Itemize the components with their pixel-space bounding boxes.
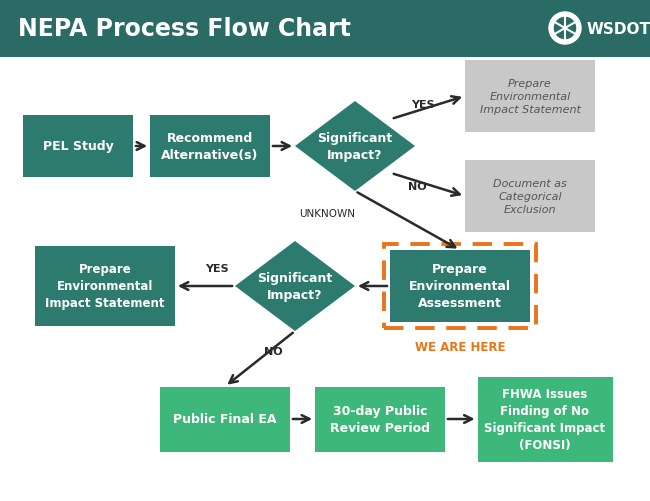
FancyBboxPatch shape [150, 116, 270, 178]
FancyBboxPatch shape [160, 387, 290, 451]
FancyBboxPatch shape [465, 61, 595, 133]
Text: Significant
Impact?: Significant Impact? [257, 272, 333, 302]
Text: NO: NO [408, 182, 426, 191]
Text: NEPA Process Flow Chart: NEPA Process Flow Chart [18, 17, 351, 41]
Polygon shape [235, 241, 355, 331]
Text: Document as
Categorical
Exclusion: Document as Categorical Exclusion [493, 178, 567, 215]
Text: Prepare
Environmental
Impact Statement: Prepare Environmental Impact Statement [46, 263, 164, 310]
FancyBboxPatch shape [0, 0, 650, 58]
Text: NO: NO [264, 346, 282, 356]
Text: Significant
Impact?: Significant Impact? [317, 132, 393, 162]
Text: YES: YES [205, 264, 229, 274]
FancyBboxPatch shape [35, 246, 175, 326]
FancyBboxPatch shape [315, 387, 445, 451]
Circle shape [549, 13, 581, 45]
Circle shape [552, 16, 578, 42]
Polygon shape [295, 102, 415, 191]
FancyBboxPatch shape [390, 250, 530, 322]
Text: WSDOT: WSDOT [587, 22, 650, 37]
FancyBboxPatch shape [478, 377, 612, 461]
Text: Recommend
Alternative(s): Recommend Alternative(s) [161, 132, 259, 162]
Text: Prepare
Environmental
Assessment: Prepare Environmental Assessment [409, 263, 511, 310]
Text: Prepare
Environmental
Impact Statement: Prepare Environmental Impact Statement [480, 79, 580, 115]
Text: YES: YES [411, 100, 435, 110]
Text: UNKNOWN: UNKNOWN [299, 208, 355, 218]
Text: PEL Study: PEL Study [43, 140, 113, 153]
Text: WE ARE HERE: WE ARE HERE [415, 340, 505, 353]
FancyBboxPatch shape [465, 161, 595, 232]
Text: 30-day Public
Review Period: 30-day Public Review Period [330, 404, 430, 434]
Text: Public Final EA: Public Final EA [174, 413, 277, 426]
Text: FHWA Issues
Finding of No
Significant Impact
(FONSI): FHWA Issues Finding of No Significant Im… [484, 387, 606, 451]
FancyBboxPatch shape [23, 116, 133, 178]
